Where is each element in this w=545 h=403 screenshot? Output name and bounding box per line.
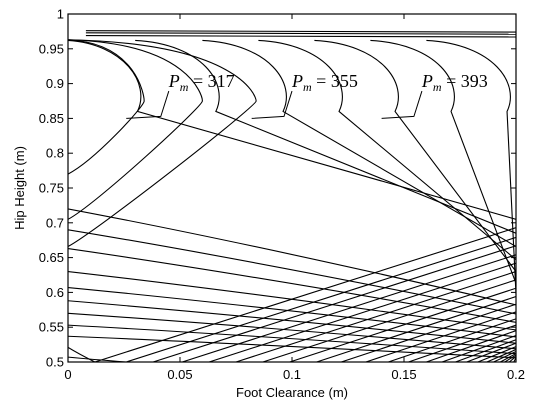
x-tick-label: 0.2 (507, 367, 525, 382)
y-tick-label: 0.5 (46, 355, 64, 370)
contour-line (68, 286, 516, 338)
x-axis-label: Foot Clearance (m) (236, 385, 348, 400)
x-tick-label: 0.05 (167, 367, 192, 382)
contour-line (493, 351, 516, 362)
contour-line (289, 287, 516, 362)
contour-line (370, 39, 516, 284)
y-axis-label: Hip Height (m) (12, 146, 27, 230)
contour-line (235, 270, 516, 362)
contour-line (508, 356, 516, 362)
subscript-m: m (433, 80, 442, 94)
contour-line (182, 254, 516, 362)
y-tick-label: 0.7 (46, 215, 64, 230)
subscript-m: m (180, 80, 189, 94)
contour-line (68, 300, 516, 344)
y-tick-label: 0.8 (46, 146, 64, 161)
contour-value-label: Pm = 355 (291, 71, 358, 94)
contour-line (202, 39, 516, 247)
contour-line (68, 335, 516, 359)
contour-line (85, 30, 516, 33)
contour-line (486, 348, 516, 362)
contour-line (455, 339, 516, 362)
contour-line (68, 39, 203, 220)
contour-line (258, 39, 516, 261)
contour-line (135, 39, 516, 234)
contour-label-leader (126, 90, 170, 119)
symbol-p: P (168, 71, 180, 91)
contour-line (314, 39, 516, 272)
y-tick-label: 0.55 (39, 320, 64, 335)
symbol-p: P (291, 71, 303, 91)
contour-line (504, 354, 516, 362)
contour-line (68, 229, 516, 315)
contour-line (126, 236, 516, 362)
contour-line (94, 227, 516, 362)
contour-line (208, 262, 516, 362)
contour-line (68, 39, 257, 247)
contour-line (68, 208, 516, 306)
contour-value: = 393 (442, 71, 488, 91)
y-tick-label: 0.95 (39, 41, 64, 56)
contour-line (341, 303, 516, 362)
y-tick-label: 0.9 (46, 76, 64, 91)
contour-value-label: Pm = 393 (421, 71, 488, 94)
contour-line (466, 342, 516, 362)
contour-line (68, 324, 516, 355)
y-tick-label: 0.65 (39, 250, 64, 265)
contour-value: = 317 (188, 71, 234, 91)
x-tick-label: 0 (64, 367, 71, 382)
contour-line (426, 330, 516, 362)
contour-line (477, 346, 516, 362)
contour-line (500, 353, 516, 362)
contour-line (68, 346, 96, 362)
contour-line (426, 39, 516, 295)
contour-line (408, 324, 516, 362)
x-tick-label: 0.15 (391, 367, 416, 382)
x-tick-label: 0.1 (283, 367, 301, 382)
contour-line (68, 39, 145, 175)
contour-group (68, 30, 516, 362)
contour-line (68, 39, 516, 220)
contour-line (85, 32, 516, 35)
subscript-m: m (303, 80, 312, 94)
symbol-p: P (421, 71, 433, 91)
contour-line (152, 245, 516, 362)
contour-line (441, 335, 516, 362)
y-tick-label: 1 (57, 7, 64, 22)
contour-label-leader (381, 90, 423, 119)
y-tick-label: 0.6 (46, 285, 64, 300)
contour-line (388, 318, 516, 362)
contour-line (68, 248, 516, 323)
y-tick-label: 0.85 (39, 111, 64, 126)
contour-line (365, 311, 516, 362)
contour-line (85, 35, 516, 38)
contour-value: = 355 (312, 71, 358, 91)
contour-line (262, 279, 516, 362)
y-tick-label: 0.75 (39, 181, 64, 196)
contour-label-leader (251, 90, 293, 119)
contour-line (316, 296, 516, 362)
contour-value-label: Pm = 317 (168, 71, 235, 94)
